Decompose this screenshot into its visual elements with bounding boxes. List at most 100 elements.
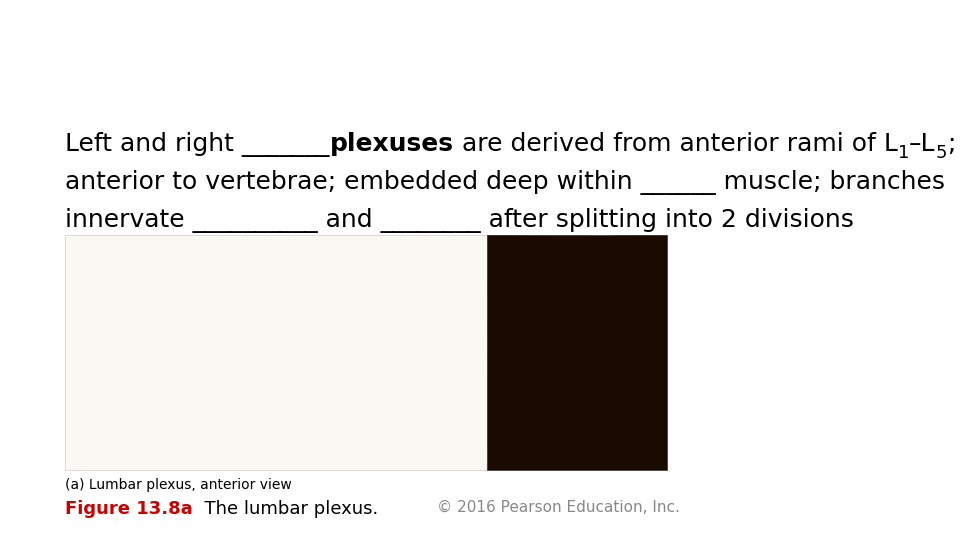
Circle shape bbox=[623, 299, 661, 348]
Circle shape bbox=[482, 384, 514, 426]
Circle shape bbox=[582, 342, 600, 366]
Circle shape bbox=[480, 210, 524, 266]
Circle shape bbox=[504, 387, 531, 422]
Text: L₂: L₂ bbox=[132, 298, 142, 308]
Circle shape bbox=[550, 346, 593, 401]
Bar bbox=[120, 256, 180, 284]
Circle shape bbox=[607, 402, 644, 450]
Text: (a) Lumbar plexus, anterior view: (a) Lumbar plexus, anterior view bbox=[65, 478, 292, 492]
Circle shape bbox=[643, 247, 678, 292]
Text: innervate __________ and ________ after splitting into 2 divisions: innervate __________ and ________ after … bbox=[65, 208, 854, 233]
Circle shape bbox=[492, 403, 531, 453]
Text: 1: 1 bbox=[898, 144, 909, 162]
Circle shape bbox=[521, 236, 558, 283]
Circle shape bbox=[477, 315, 525, 378]
Circle shape bbox=[623, 394, 646, 424]
Circle shape bbox=[467, 225, 514, 286]
Circle shape bbox=[553, 293, 604, 359]
Circle shape bbox=[539, 429, 570, 471]
Circle shape bbox=[611, 231, 625, 250]
Circle shape bbox=[630, 368, 664, 413]
Circle shape bbox=[630, 212, 683, 280]
Circle shape bbox=[567, 278, 605, 326]
Circle shape bbox=[471, 233, 522, 300]
Circle shape bbox=[509, 282, 558, 347]
Circle shape bbox=[532, 286, 582, 351]
Text: Ilioinguinal
nerve: Ilioinguinal nerve bbox=[415, 277, 461, 296]
Circle shape bbox=[583, 366, 605, 395]
Circle shape bbox=[556, 403, 568, 420]
Circle shape bbox=[620, 386, 660, 438]
Circle shape bbox=[521, 309, 555, 353]
Bar bbox=[120, 362, 180, 390]
Text: Femoral nerve: Femoral nerve bbox=[415, 383, 476, 392]
Circle shape bbox=[588, 401, 639, 467]
Bar bbox=[122, 354, 177, 358]
Circle shape bbox=[634, 398, 679, 457]
Circle shape bbox=[527, 447, 549, 475]
Text: Obturator
nerve: Obturator nerve bbox=[415, 411, 456, 430]
Circle shape bbox=[624, 354, 676, 422]
Circle shape bbox=[497, 227, 540, 283]
Circle shape bbox=[477, 418, 498, 445]
Circle shape bbox=[541, 256, 574, 299]
Circle shape bbox=[501, 236, 526, 268]
Circle shape bbox=[470, 336, 507, 383]
Circle shape bbox=[480, 402, 530, 466]
Circle shape bbox=[634, 347, 686, 416]
Circle shape bbox=[504, 441, 543, 493]
Circle shape bbox=[492, 332, 525, 375]
Text: © 2016 Pearson Education, Inc.: © 2016 Pearson Education, Inc. bbox=[437, 500, 680, 515]
Bar bbox=[120, 327, 180, 355]
Circle shape bbox=[552, 275, 603, 341]
Circle shape bbox=[599, 400, 629, 439]
Circle shape bbox=[592, 361, 613, 387]
Circle shape bbox=[528, 330, 547, 355]
Circle shape bbox=[530, 215, 579, 278]
Circle shape bbox=[501, 233, 538, 280]
Text: L₃: L₃ bbox=[132, 333, 142, 343]
Circle shape bbox=[605, 262, 634, 300]
Text: L₁: L₁ bbox=[132, 263, 142, 273]
Circle shape bbox=[586, 291, 605, 316]
Circle shape bbox=[484, 227, 514, 266]
Circle shape bbox=[499, 251, 511, 265]
Circle shape bbox=[622, 266, 668, 326]
Bar bbox=[122, 389, 177, 394]
Circle shape bbox=[470, 368, 511, 420]
Circle shape bbox=[567, 318, 587, 342]
Circle shape bbox=[531, 322, 547, 344]
Circle shape bbox=[551, 246, 574, 275]
Circle shape bbox=[589, 395, 612, 424]
Text: Iliohypogastric
nerve: Iliohypogastric nerve bbox=[415, 244, 477, 264]
Circle shape bbox=[480, 230, 502, 258]
Circle shape bbox=[620, 226, 666, 285]
Circle shape bbox=[492, 327, 534, 382]
Circle shape bbox=[635, 429, 665, 468]
Circle shape bbox=[560, 393, 611, 460]
Circle shape bbox=[590, 363, 608, 384]
Circle shape bbox=[583, 424, 622, 476]
Circle shape bbox=[591, 437, 606, 455]
Circle shape bbox=[639, 285, 672, 328]
Circle shape bbox=[627, 292, 672, 350]
Bar bbox=[120, 291, 180, 320]
Circle shape bbox=[532, 277, 559, 312]
Circle shape bbox=[528, 329, 555, 364]
Circle shape bbox=[478, 239, 511, 282]
Text: Figure 13.8a: Figure 13.8a bbox=[65, 500, 193, 517]
Text: L₄: L₄ bbox=[132, 368, 142, 379]
Text: The lumbar plexus.: The lumbar plexus. bbox=[193, 500, 378, 517]
Text: ;: ; bbox=[947, 132, 955, 156]
Circle shape bbox=[532, 259, 576, 316]
Bar bbox=[122, 283, 177, 288]
Text: L₅: L₅ bbox=[132, 404, 142, 414]
Circle shape bbox=[621, 342, 637, 363]
Circle shape bbox=[574, 355, 622, 417]
Circle shape bbox=[503, 225, 554, 292]
Circle shape bbox=[568, 234, 599, 274]
Circle shape bbox=[514, 380, 526, 397]
Circle shape bbox=[567, 314, 605, 362]
Circle shape bbox=[569, 422, 615, 482]
Circle shape bbox=[626, 285, 656, 324]
